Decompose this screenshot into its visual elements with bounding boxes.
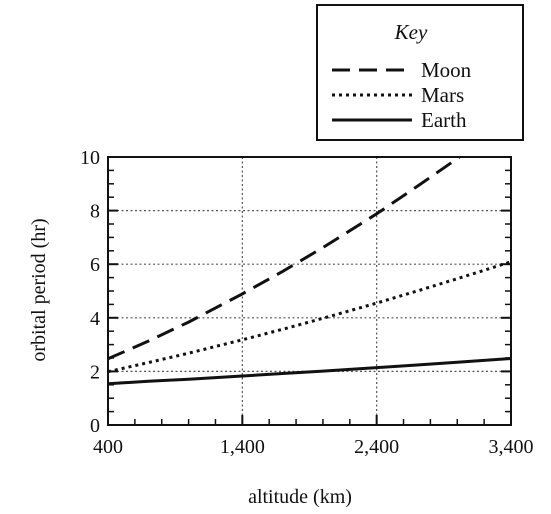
- series-lines: [108, 157, 511, 386]
- legend-label-moon: Moon: [421, 58, 472, 82]
- y-tick-label-4: 4: [90, 308, 100, 330]
- y-axis-label: orbital period (hr): [28, 218, 50, 361]
- axis-ticks: [107, 156, 512, 426]
- axis-tick-labels: 0 2 4 6 8 10 400 1,400 2,400 3,400: [80, 147, 534, 458]
- y-tick-label-10: 10: [80, 147, 100, 169]
- x-tick-label-2400: 2,400: [354, 436, 399, 458]
- x-tick-label-3400: 3,400: [489, 436, 534, 458]
- series-line-mars: [108, 260, 511, 374]
- x-tick-label-1400: 1,400: [220, 436, 265, 458]
- y-tick-label-6: 6: [90, 254, 100, 276]
- series-line-moon: [108, 157, 462, 361]
- legend-box: [316, 4, 524, 141]
- y-tick-label-0: 0: [90, 415, 100, 437]
- x-axis-label: altitude (km): [248, 486, 352, 508]
- legend-label-mars: Mars: [421, 83, 464, 107]
- y-tick-label-8: 8: [90, 201, 100, 223]
- grid: [108, 157, 511, 425]
- series-line-earth: [108, 357, 511, 386]
- legend-title: Key: [394, 20, 428, 44]
- legend-label-earth: Earth: [421, 108, 467, 132]
- y-tick-label-2: 2: [90, 361, 100, 383]
- x-tick-label-400: 400: [93, 436, 123, 458]
- plot-frame: [107, 156, 512, 426]
